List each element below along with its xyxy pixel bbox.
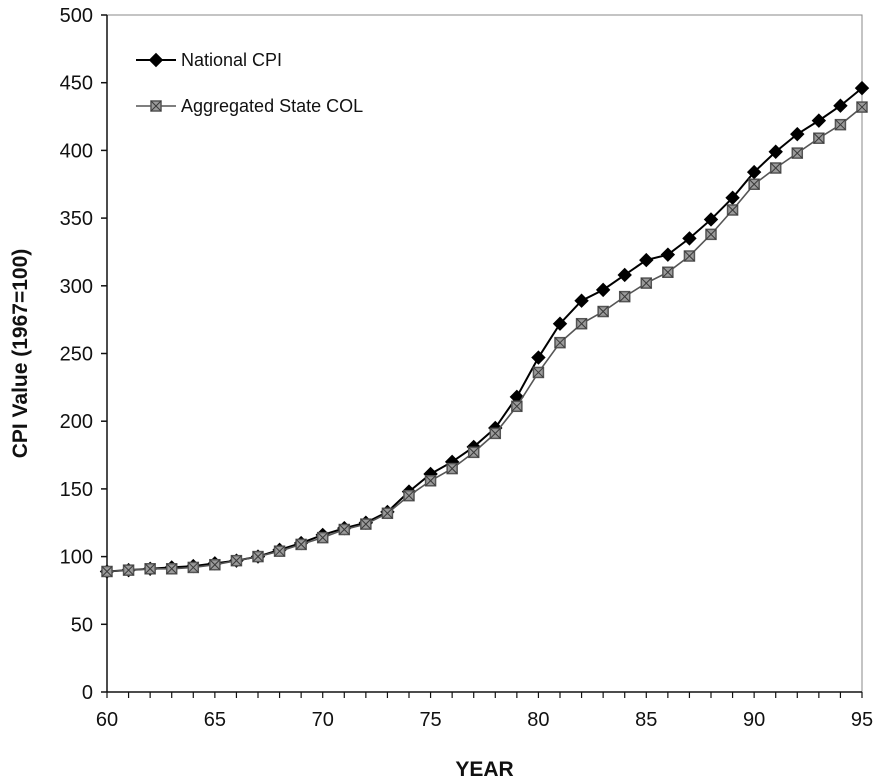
data-point-aggregated-state-col-hatch bbox=[727, 204, 738, 216]
series-aggregated-state-col bbox=[101, 101, 868, 578]
data-point-aggregated-state-col-hatch bbox=[403, 490, 415, 502]
data-point-aggregated-state-col-hatch bbox=[209, 559, 221, 571]
x-tick-label: 85 bbox=[635, 709, 657, 731]
data-point-aggregated-state-col-hatch bbox=[791, 147, 803, 159]
legend-marker-national-cpi bbox=[148, 52, 164, 68]
data-point-aggregated-state-col-hatch bbox=[576, 318, 587, 330]
data-point-aggregated-state-col-hatch bbox=[252, 551, 264, 562]
data-point-aggregated-state-col-hatch bbox=[770, 162, 782, 174]
x-tick-label: 95 bbox=[851, 709, 873, 731]
data-point-aggregated-state-col-hatch bbox=[446, 463, 458, 474]
y-tick-label: 0 bbox=[82, 682, 93, 704]
data-point-national-cpi bbox=[531, 350, 546, 365]
y-tick-label: 300 bbox=[60, 276, 93, 298]
x-axis-title: YEAR bbox=[455, 758, 513, 781]
data-point-aggregated-state-col-hatch bbox=[123, 564, 134, 576]
data-point-aggregated-state-col-hatch bbox=[856, 101, 868, 113]
data-point-aggregated-state-col-hatch bbox=[684, 250, 695, 262]
y-tick-label: 100 bbox=[60, 547, 93, 569]
data-point-national-cpi bbox=[768, 144, 783, 159]
data-point-aggregated-state-col-hatch bbox=[231, 555, 242, 567]
data-point-aggregated-state-col-hatch bbox=[619, 291, 631, 302]
data-point-national-cpi bbox=[574, 293, 589, 308]
data-point-aggregated-state-col-hatch bbox=[338, 524, 350, 535]
legend-item-national-cpi: National CPI bbox=[136, 50, 282, 70]
data-point-national-cpi bbox=[682, 231, 697, 246]
data-point-aggregated-state-col-hatch bbox=[533, 367, 544, 378]
data-point-aggregated-state-col-hatch bbox=[748, 178, 760, 190]
data-point-aggregated-state-col-hatch bbox=[295, 539, 307, 550]
y-tick-label: 350 bbox=[60, 208, 93, 230]
y-tick-label: 500 bbox=[60, 5, 93, 27]
data-point-national-cpi bbox=[617, 267, 632, 283]
data-point-aggregated-state-col-hatch bbox=[101, 566, 113, 577]
y-tick-label: 250 bbox=[60, 344, 93, 366]
legend-item-aggregated-state-col: Aggregated State COL bbox=[136, 96, 363, 116]
legend: National CPI Aggregated State COL bbox=[136, 50, 363, 116]
plot-frame bbox=[106, 14, 863, 693]
x-tick-label: 80 bbox=[527, 709, 549, 731]
legend-label-national-cpi: National CPI bbox=[181, 50, 282, 70]
data-point-aggregated-state-col-hatch bbox=[640, 277, 652, 289]
data-point-aggregated-state-col-hatch bbox=[382, 507, 393, 519]
data-point-aggregated-state-col-hatch bbox=[468, 446, 480, 458]
data-point-national-cpi bbox=[660, 247, 676, 262]
data-point-national-cpi bbox=[639, 252, 654, 268]
data-point-aggregated-state-col-hatch bbox=[489, 428, 501, 439]
series-national-cpi bbox=[99, 80, 870, 579]
data-point-aggregated-state-col-hatch bbox=[166, 563, 178, 575]
x-axis: 60 65 70 75 80 85 90 95 bbox=[96, 691, 873, 731]
data-point-national-cpi bbox=[552, 316, 568, 331]
legend-label-aggregated-state-col: Aggregated State COL bbox=[181, 96, 363, 116]
data-point-national-cpi bbox=[703, 212, 719, 227]
data-point-aggregated-state-col-hatch bbox=[835, 119, 846, 131]
data-point-aggregated-state-col-hatch bbox=[425, 475, 436, 487]
data-point-national-cpi bbox=[790, 126, 805, 142]
y-tick-label: 450 bbox=[60, 73, 93, 95]
data-point-aggregated-state-col-hatch bbox=[705, 228, 717, 240]
data-point-aggregated-state-col-hatch bbox=[511, 400, 523, 412]
legend-marker-aggregated-state-col-hatch bbox=[150, 100, 162, 112]
data-point-aggregated-state-col-hatch bbox=[597, 306, 609, 317]
y-tick-label: 50 bbox=[71, 614, 93, 636]
data-point-aggregated-state-col-hatch bbox=[144, 563, 156, 575]
data-point-aggregated-state-col-hatch bbox=[813, 132, 825, 144]
plot-area-border bbox=[106, 14, 863, 693]
data-point-national-cpi bbox=[811, 113, 827, 128]
x-tick-label: 90 bbox=[743, 709, 765, 731]
data-point-national-cpi bbox=[833, 98, 848, 113]
series-line bbox=[106, 106, 863, 573]
series-line bbox=[106, 87, 863, 573]
y-axis-title: CPI Value (1967=100) bbox=[9, 249, 32, 459]
y-tick-label: 400 bbox=[60, 140, 93, 162]
data-point-aggregated-state-col-hatch bbox=[187, 562, 199, 573]
data-point-aggregated-state-col-hatch bbox=[662, 266, 674, 278]
data-point-aggregated-state-col-hatch bbox=[274, 545, 285, 557]
x-tick-label: 65 bbox=[204, 709, 226, 731]
y-axis: 0 50 100 150 200 250 300 350 400 450 500 bbox=[60, 5, 108, 704]
y-tick-label: 150 bbox=[60, 479, 93, 501]
x-tick-label: 75 bbox=[419, 709, 441, 731]
data-point-aggregated-state-col-hatch bbox=[554, 337, 566, 349]
series-layer bbox=[99, 80, 870, 579]
x-tick-label: 60 bbox=[96, 709, 118, 731]
x-tick-label: 70 bbox=[312, 709, 334, 731]
data-point-national-cpi bbox=[854, 80, 870, 96]
data-point-national-cpi bbox=[595, 282, 611, 298]
data-point-aggregated-state-col-hatch bbox=[360, 518, 372, 530]
y-tick-label: 200 bbox=[60, 411, 93, 433]
data-point-aggregated-state-col-hatch bbox=[317, 532, 329, 543]
